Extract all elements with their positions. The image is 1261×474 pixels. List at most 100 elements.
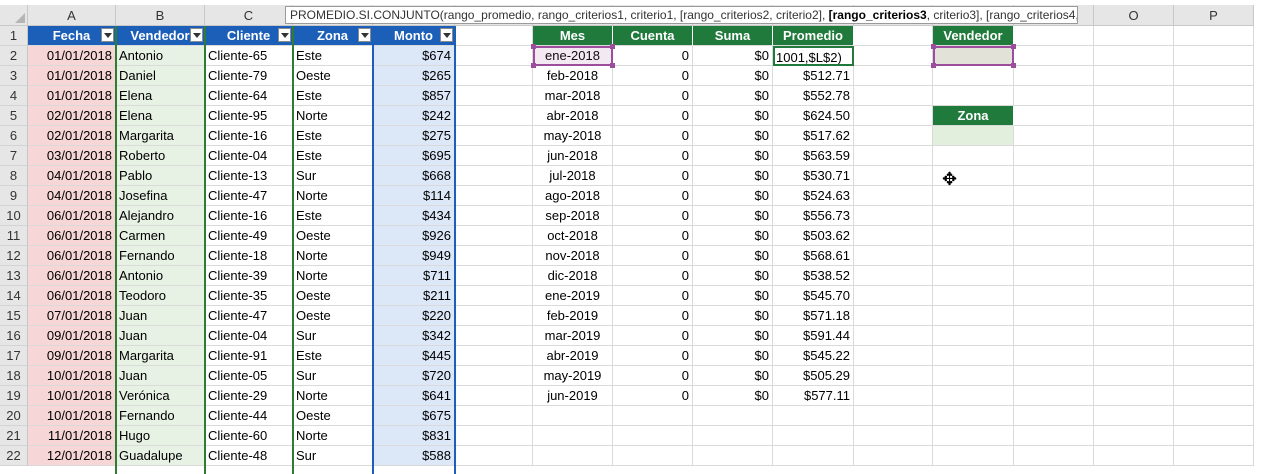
- grid-cell[interactable]: [854, 126, 933, 146]
- table-cell[interactable]: Oeste: [293, 66, 373, 86]
- table-cell[interactable]: Fernando: [116, 246, 205, 266]
- table-cell[interactable]: $675: [373, 406, 455, 426]
- grid-cell[interactable]: [1094, 286, 1174, 306]
- grid-cell[interactable]: [933, 226, 1014, 246]
- summary-cell[interactable]: $577.11: [773, 386, 854, 406]
- grid-cell[interactable]: [455, 46, 533, 66]
- grid-cell[interactable]: [1174, 166, 1254, 186]
- summary-cell[interactable]: 0: [613, 66, 693, 86]
- grid-cell[interactable]: [1014, 306, 1094, 326]
- grid-cell[interactable]: [1014, 226, 1094, 246]
- grid-cell[interactable]: [854, 266, 933, 286]
- table-cell[interactable]: Fernando: [116, 406, 205, 426]
- grid-cell[interactable]: [455, 66, 533, 86]
- table-cell[interactable]: 06/01/2018: [28, 246, 116, 266]
- filter-dropdown-button[interactable]: [101, 28, 114, 42]
- grid-cell[interactable]: [854, 286, 933, 306]
- summary-header-2[interactable]: Suma: [693, 26, 773, 46]
- grid-cell[interactable]: [854, 146, 933, 166]
- table-cell[interactable]: Este: [293, 86, 373, 106]
- row-header[interactable]: 6: [0, 126, 28, 146]
- table-cell[interactable]: Carmen: [116, 226, 205, 246]
- table-cell[interactable]: Josefina: [116, 186, 205, 206]
- table-cell[interactable]: Hugo: [116, 426, 205, 446]
- grid-cell[interactable]: [1174, 426, 1254, 446]
- grid-cell[interactable]: [1094, 246, 1174, 266]
- summary-cell[interactable]: 0: [613, 226, 693, 246]
- summary-cell[interactable]: $0: [693, 146, 773, 166]
- reference-resize-handle[interactable]: [531, 63, 536, 68]
- summary-cell[interactable]: $512.71: [773, 66, 854, 86]
- grid-cell[interactable]: [533, 406, 613, 426]
- table-cell[interactable]: Este: [293, 126, 373, 146]
- grid-cell[interactable]: [533, 446, 613, 466]
- table-cell[interactable]: $668: [373, 166, 455, 186]
- table-cell[interactable]: Este: [293, 206, 373, 226]
- filter-dropdown-button[interactable]: [358, 28, 371, 42]
- summary-cell[interactable]: $545.22: [773, 346, 854, 366]
- grid-cell[interactable]: [1174, 386, 1254, 406]
- table-header-2[interactable]: Cliente: [205, 26, 293, 46]
- grid-cell[interactable]: [854, 86, 933, 106]
- grid-cell[interactable]: [1174, 186, 1254, 206]
- table-cell[interactable]: $220: [373, 306, 455, 326]
- grid-cell[interactable]: [933, 66, 1014, 86]
- grid-cell[interactable]: [1014, 46, 1094, 66]
- table-cell[interactable]: $695: [373, 146, 455, 166]
- summary-cell[interactable]: nov-2018: [533, 246, 613, 266]
- grid-cell[interactable]: [933, 306, 1014, 326]
- table-cell[interactable]: Cliente-18: [205, 246, 293, 266]
- summary-cell[interactable]: $530.71: [773, 166, 854, 186]
- table-cell[interactable]: Cliente-47: [205, 306, 293, 326]
- grid-cell[interactable]: [773, 406, 854, 426]
- summary-cell[interactable]: $0: [693, 346, 773, 366]
- grid-cell[interactable]: [455, 326, 533, 346]
- grid-cell[interactable]: [1014, 26, 1094, 46]
- grid-cell[interactable]: [1174, 326, 1254, 346]
- table-cell[interactable]: 06/01/2018: [28, 266, 116, 286]
- grid-cell[interactable]: [455, 206, 533, 226]
- table-cell[interactable]: 07/01/2018: [28, 306, 116, 326]
- table-cell[interactable]: Oeste: [293, 286, 373, 306]
- summary-cell[interactable]: $0: [693, 246, 773, 266]
- row-header[interactable]: 5: [0, 106, 28, 126]
- grid-cell[interactable]: [1014, 246, 1094, 266]
- vendedor-criteria-input[interactable]: [933, 46, 1014, 66]
- table-cell[interactable]: $588: [373, 446, 455, 466]
- column-header[interactable]: O: [1094, 5, 1174, 26]
- table-cell[interactable]: Norte: [293, 186, 373, 206]
- grid-cell[interactable]: [854, 246, 933, 266]
- grid-cell[interactable]: [455, 226, 533, 246]
- table-cell[interactable]: Cliente-95: [205, 106, 293, 126]
- grid-cell[interactable]: [1094, 446, 1174, 466]
- grid-cell[interactable]: [773, 426, 854, 446]
- grid-cell[interactable]: [854, 46, 933, 66]
- row-header[interactable]: 13: [0, 266, 28, 286]
- row-header[interactable]: 9: [0, 186, 28, 206]
- grid-cell[interactable]: [1014, 86, 1094, 106]
- grid-cell[interactable]: [933, 446, 1014, 466]
- table-cell[interactable]: Verónica: [116, 386, 205, 406]
- grid-cell[interactable]: [455, 246, 533, 266]
- select-all-corner[interactable]: [0, 5, 28, 26]
- table-cell[interactable]: Cliente-47: [205, 186, 293, 206]
- summary-cell[interactable]: $0: [693, 126, 773, 146]
- grid-cell[interactable]: [933, 86, 1014, 106]
- table-cell[interactable]: Sur: [293, 446, 373, 466]
- summary-cell[interactable]: $591.44: [773, 326, 854, 346]
- column-header[interactable]: A: [28, 5, 116, 26]
- summary-cell[interactable]: 0: [613, 46, 693, 66]
- summary-cell[interactable]: $0: [693, 46, 773, 66]
- grid-cell[interactable]: [455, 186, 533, 206]
- summary-cell[interactable]: jun-2019: [533, 386, 613, 406]
- grid-cell[interactable]: [1014, 106, 1094, 126]
- summary-cell[interactable]: mar-2018: [533, 86, 613, 106]
- table-cell[interactable]: $342: [373, 326, 455, 346]
- table-cell[interactable]: 11/01/2018: [28, 426, 116, 446]
- zona-criteria-input[interactable]: [933, 126, 1014, 146]
- summary-header-1[interactable]: Cuenta: [613, 26, 693, 46]
- table-cell[interactable]: Daniel: [116, 66, 205, 86]
- grid-cell[interactable]: [1174, 146, 1254, 166]
- table-cell[interactable]: Cliente-44: [205, 406, 293, 426]
- summary-header-3[interactable]: Promedio: [773, 26, 854, 46]
